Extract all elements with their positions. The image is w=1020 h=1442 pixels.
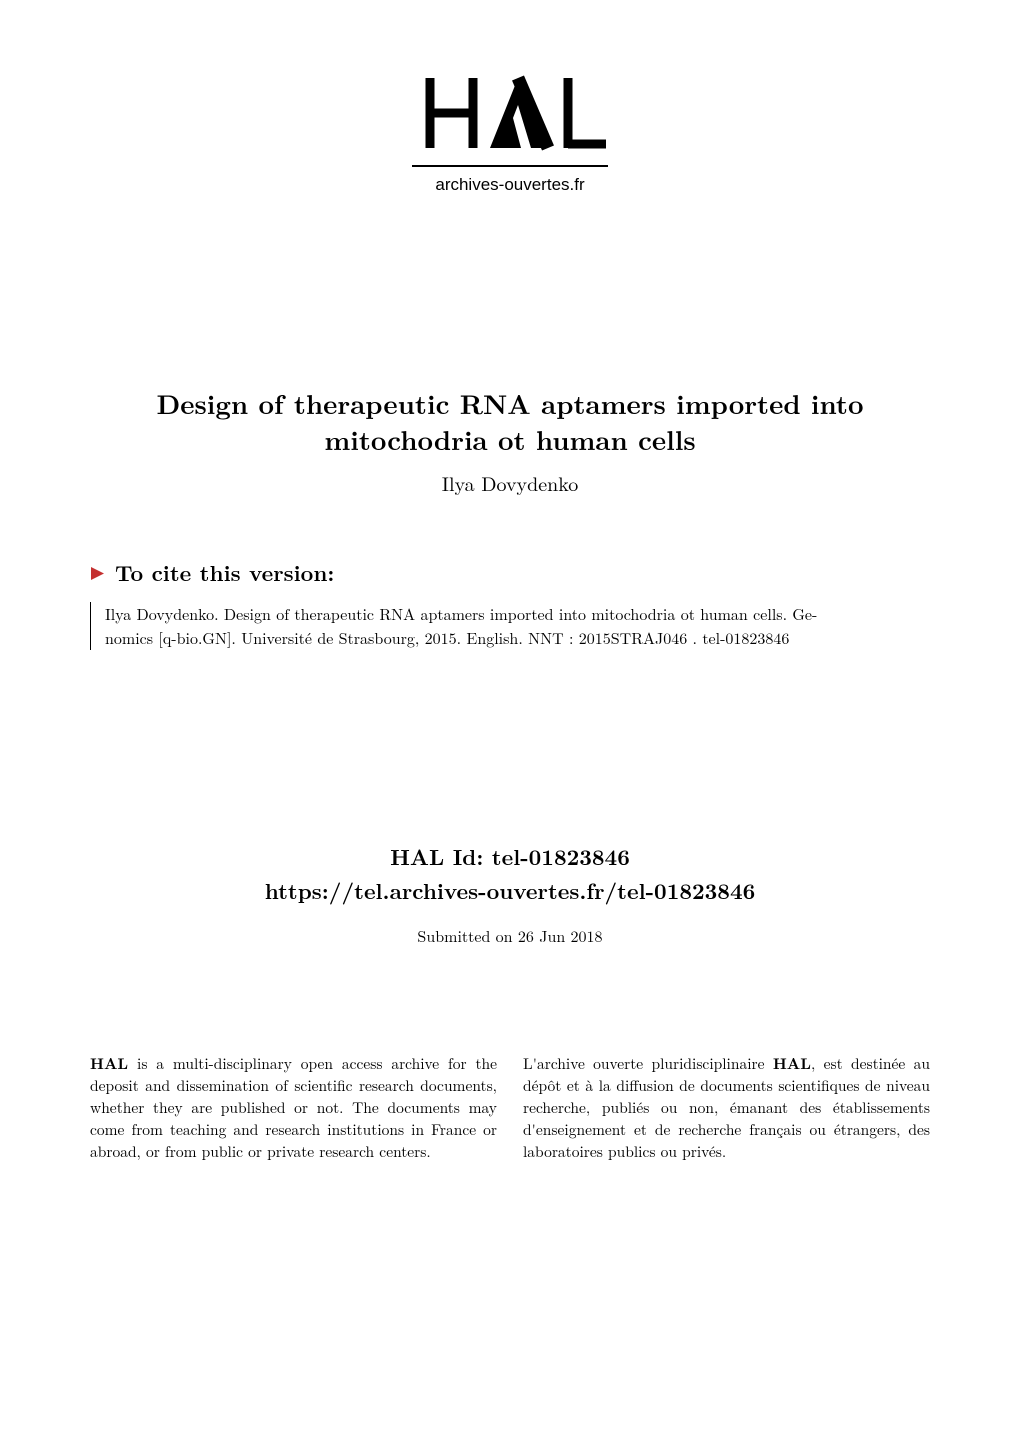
cite-block: To cite this version: Ilya Dovydenko. De… <box>90 557 930 650</box>
cite-tel: tel-01823846 <box>702 626 789 649</box>
halid-block: HAL Id: tel-01823846 https://tel.archive… <box>90 840 930 908</box>
halid-line-1: HAL Id: tel-01823846 <box>90 840 930 874</box>
hal-logo-subtitle: archives-ouvertes.fr <box>435 175 585 194</box>
footer-left-bold: HAL <box>90 1051 128 1074</box>
title-line-1: Design of therapeutic RNA aptamers impor… <box>90 385 930 421</box>
cite-body: Ilya Dovydenko. Design of therapeutic RN… <box>90 602 930 650</box>
cite-body-line1: Ilya Dovydenko. Design of therapeutic RN… <box>105 602 817 625</box>
footer-right-pre: L'archive ouverte pluridisciplinaire <box>523 1053 773 1074</box>
cite-body-line2: nomics [q-bio.GN]. Université de Strasbo… <box>105 626 528 649</box>
author: Ilya Dovydenko <box>90 468 930 497</box>
submitted-date: Submitted on 26 Jun 2018 <box>90 924 930 947</box>
hal-logo: archives-ouvertes.fr <box>90 70 930 215</box>
hal-logo-a <box>490 78 548 148</box>
title-block: Design of therapeutic RNA aptamers impor… <box>90 385 930 497</box>
footer-left-text: is a multi-disciplinary open access arch… <box>90 1053 497 1162</box>
footer-col-right: L'archive ouverte pluridisciplinaire HAL… <box>523 1052 930 1163</box>
cite-header-text: To cite this version: <box>115 557 334 588</box>
cite-triangle-icon <box>90 557 105 588</box>
hal-logo-svg: archives-ouvertes.fr <box>410 70 610 210</box>
footer-right-bold: HAL <box>773 1051 811 1074</box>
cite-header: To cite this version: <box>90 557 930 588</box>
footer-columns: HAL is a multi-disciplinary open access … <box>90 1052 930 1163</box>
cite-sep: . <box>687 626 702 649</box>
cite-nnt: NNT : 2015STRAJ046 <box>528 626 687 649</box>
footer-col-left: HAL is a multi-disciplinary open access … <box>90 1052 497 1163</box>
title-line-2: mitochodria ot human cells <box>90 421 930 457</box>
halid-line-2: https://tel.archives-ouvertes.fr/tel-018… <box>90 874 930 908</box>
